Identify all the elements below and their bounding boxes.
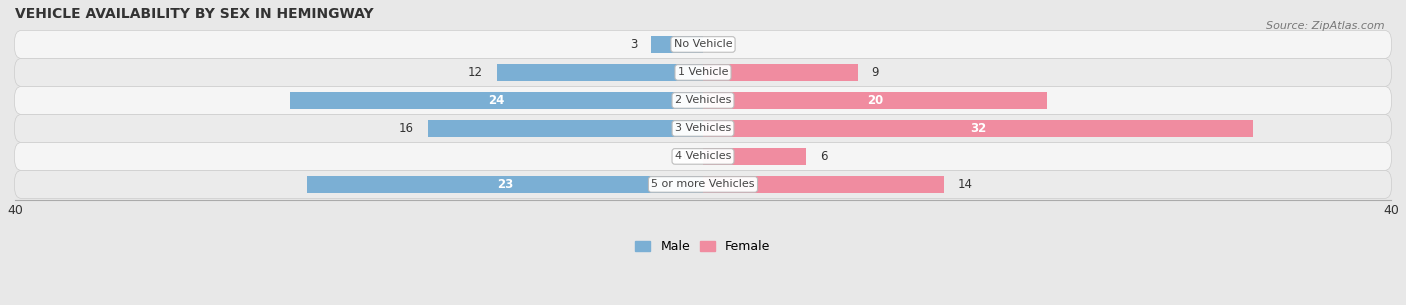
Bar	[308, 176, 703, 193]
Bar	[651, 36, 703, 53]
Text: No Vehicle: No Vehicle	[673, 39, 733, 49]
Text: 9: 9	[872, 66, 879, 79]
Bar	[703, 148, 806, 165]
FancyBboxPatch shape	[14, 59, 1392, 86]
FancyBboxPatch shape	[14, 170, 1392, 199]
FancyBboxPatch shape	[14, 86, 1392, 114]
Bar	[703, 120, 1254, 137]
Text: 3: 3	[630, 38, 638, 51]
Text: 12: 12	[468, 66, 482, 79]
Legend: Male, Female: Male, Female	[630, 235, 776, 258]
Text: 32: 32	[970, 122, 987, 135]
FancyBboxPatch shape	[14, 142, 1392, 170]
FancyBboxPatch shape	[14, 30, 1392, 59]
Text: 6: 6	[820, 150, 828, 163]
Text: 3 Vehicles: 3 Vehicles	[675, 124, 731, 133]
Bar	[703, 92, 1047, 109]
Text: 23: 23	[498, 178, 513, 191]
Bar	[703, 176, 943, 193]
Bar	[496, 64, 703, 81]
Bar	[427, 120, 703, 137]
Text: 0: 0	[717, 38, 724, 51]
Bar	[703, 64, 858, 81]
Text: 20: 20	[868, 94, 883, 107]
Text: 2 Vehicles: 2 Vehicles	[675, 95, 731, 106]
Text: 0: 0	[682, 150, 689, 163]
Text: 5 or more Vehicles: 5 or more Vehicles	[651, 179, 755, 189]
Text: 16: 16	[399, 122, 413, 135]
Bar	[290, 92, 703, 109]
Text: 14: 14	[957, 178, 973, 191]
Text: 4 Vehicles: 4 Vehicles	[675, 151, 731, 161]
Text: 24: 24	[488, 94, 505, 107]
FancyBboxPatch shape	[14, 114, 1392, 142]
Text: Source: ZipAtlas.com: Source: ZipAtlas.com	[1267, 21, 1385, 31]
Text: 1 Vehicle: 1 Vehicle	[678, 67, 728, 77]
Text: VEHICLE AVAILABILITY BY SEX IN HEMINGWAY: VEHICLE AVAILABILITY BY SEX IN HEMINGWAY	[15, 7, 374, 21]
